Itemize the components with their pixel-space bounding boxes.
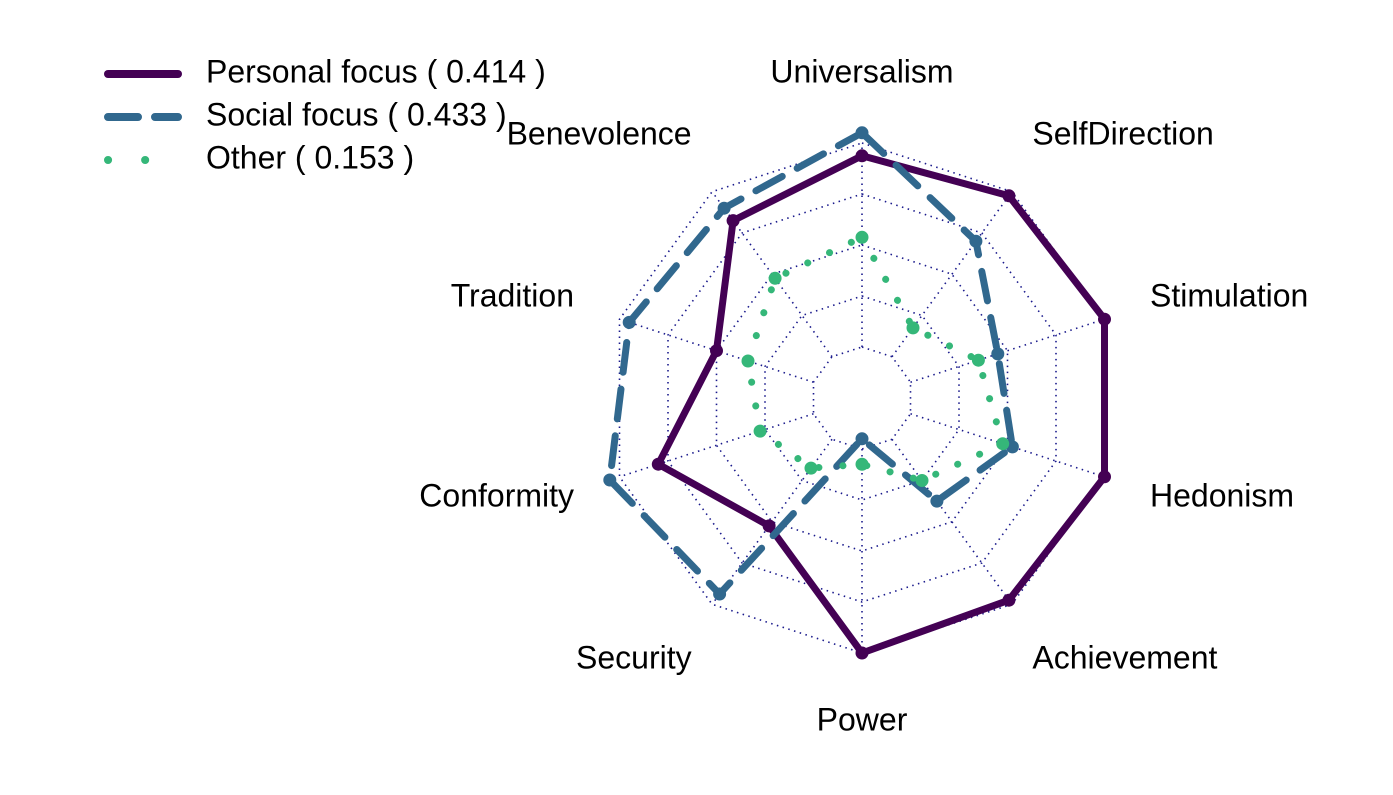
grid-spoke xyxy=(619,412,814,478)
series-point-2-power xyxy=(855,457,869,471)
series-point-0-selfdirection xyxy=(1002,189,1016,203)
series-point-1-stimulation xyxy=(991,347,1005,361)
series-point-1-security xyxy=(713,587,727,601)
axis-label-stimulation: Stimulation xyxy=(1150,277,1308,313)
series-point-1-conformity xyxy=(603,473,617,487)
series-point-0-achievement xyxy=(1002,593,1016,607)
legend-label-2: Other ( 0.153 ) xyxy=(206,139,414,175)
grid-ring xyxy=(715,244,1009,552)
series-line-1 xyxy=(606,129,1016,598)
series-point-1-selfdirection xyxy=(969,234,983,248)
series-point-1-achievement xyxy=(930,494,944,508)
axis-label-conformity: Conformity xyxy=(419,478,574,514)
series-point-2-hedonism xyxy=(996,437,1010,451)
series-point-1-power xyxy=(855,432,869,446)
axis-label-universalism: Universalism xyxy=(770,54,953,90)
axis-label-selfdirection: SelfDirection xyxy=(1032,115,1213,151)
series-point-2-selfdirection xyxy=(906,321,920,335)
series-point-0-hedonism xyxy=(1098,470,1111,484)
axis-label-benevolence: Benevolence xyxy=(507,115,692,151)
grid-spoke xyxy=(910,318,1105,384)
series-point-2-stimulation xyxy=(971,353,985,367)
series-line-0 xyxy=(654,152,1108,657)
series-point-0-power xyxy=(855,646,869,660)
series-point-1-tradition xyxy=(622,315,636,329)
axis-label-security: Security xyxy=(576,639,692,675)
series-point-0-security xyxy=(762,519,776,533)
series-point-2-universalism xyxy=(855,230,869,244)
legend-label-0: Personal focus ( 0.414 ) xyxy=(206,53,546,89)
grid-spoke xyxy=(891,438,1013,605)
axis-label-achievement: Achievement xyxy=(1032,639,1217,675)
series-point-0-conformity xyxy=(651,457,665,471)
series-line-2 xyxy=(744,233,1007,484)
series-point-1-universalism xyxy=(855,126,869,140)
series-point-2-security xyxy=(804,461,818,475)
axis-label-hedonism: Hedonism xyxy=(1150,478,1294,514)
grid-ring xyxy=(667,193,1057,603)
series-point-0-tradition xyxy=(710,344,723,358)
axis-label-power: Power xyxy=(817,701,908,737)
series-point-2-tradition xyxy=(741,354,755,368)
legend: Personal focus ( 0.414 ) Social focus ( 0… xyxy=(104,53,546,175)
series-point-0-stimulation xyxy=(1098,312,1111,326)
axis-labels: Universalism SelfDirection Stimulation Hedo… xyxy=(419,54,1308,738)
series-point-0-universalism xyxy=(855,149,869,163)
series-point-1-benevolence xyxy=(717,201,731,215)
series-point-2-conformity xyxy=(753,424,767,438)
series-point-2-benevolence xyxy=(768,271,782,285)
legend-label-1: Social focus ( 0.433 ) xyxy=(206,96,507,132)
series-point-0-benevolence xyxy=(726,214,740,228)
series-point-2-achievement xyxy=(915,474,929,487)
series-group xyxy=(603,126,1111,660)
axis-label-tradition: Tradition xyxy=(451,277,574,313)
grid-spoke xyxy=(891,191,1013,358)
